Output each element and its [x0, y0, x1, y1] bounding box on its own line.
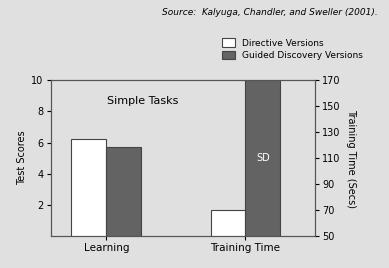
Y-axis label: Test Scores: Test Scores — [17, 131, 27, 185]
Bar — [245, 80, 280, 236]
Legend: Directive Versions, Guided Discovery Versions: Directive Versions, Guided Discovery Ver… — [220, 37, 365, 62]
Bar — [72, 139, 106, 236]
Y-axis label: Training Time (Secs): Training Time (Secs) — [346, 109, 356, 208]
Bar — [106, 147, 141, 236]
Text: Simple Tasks: Simple Tasks — [107, 96, 179, 106]
Text: SD: SD — [256, 153, 270, 163]
Text: Source:  Kalyuga, Chandler, and Sweller (2001).: Source: Kalyuga, Chandler, and Sweller (… — [161, 8, 377, 17]
Bar — [211, 210, 245, 236]
